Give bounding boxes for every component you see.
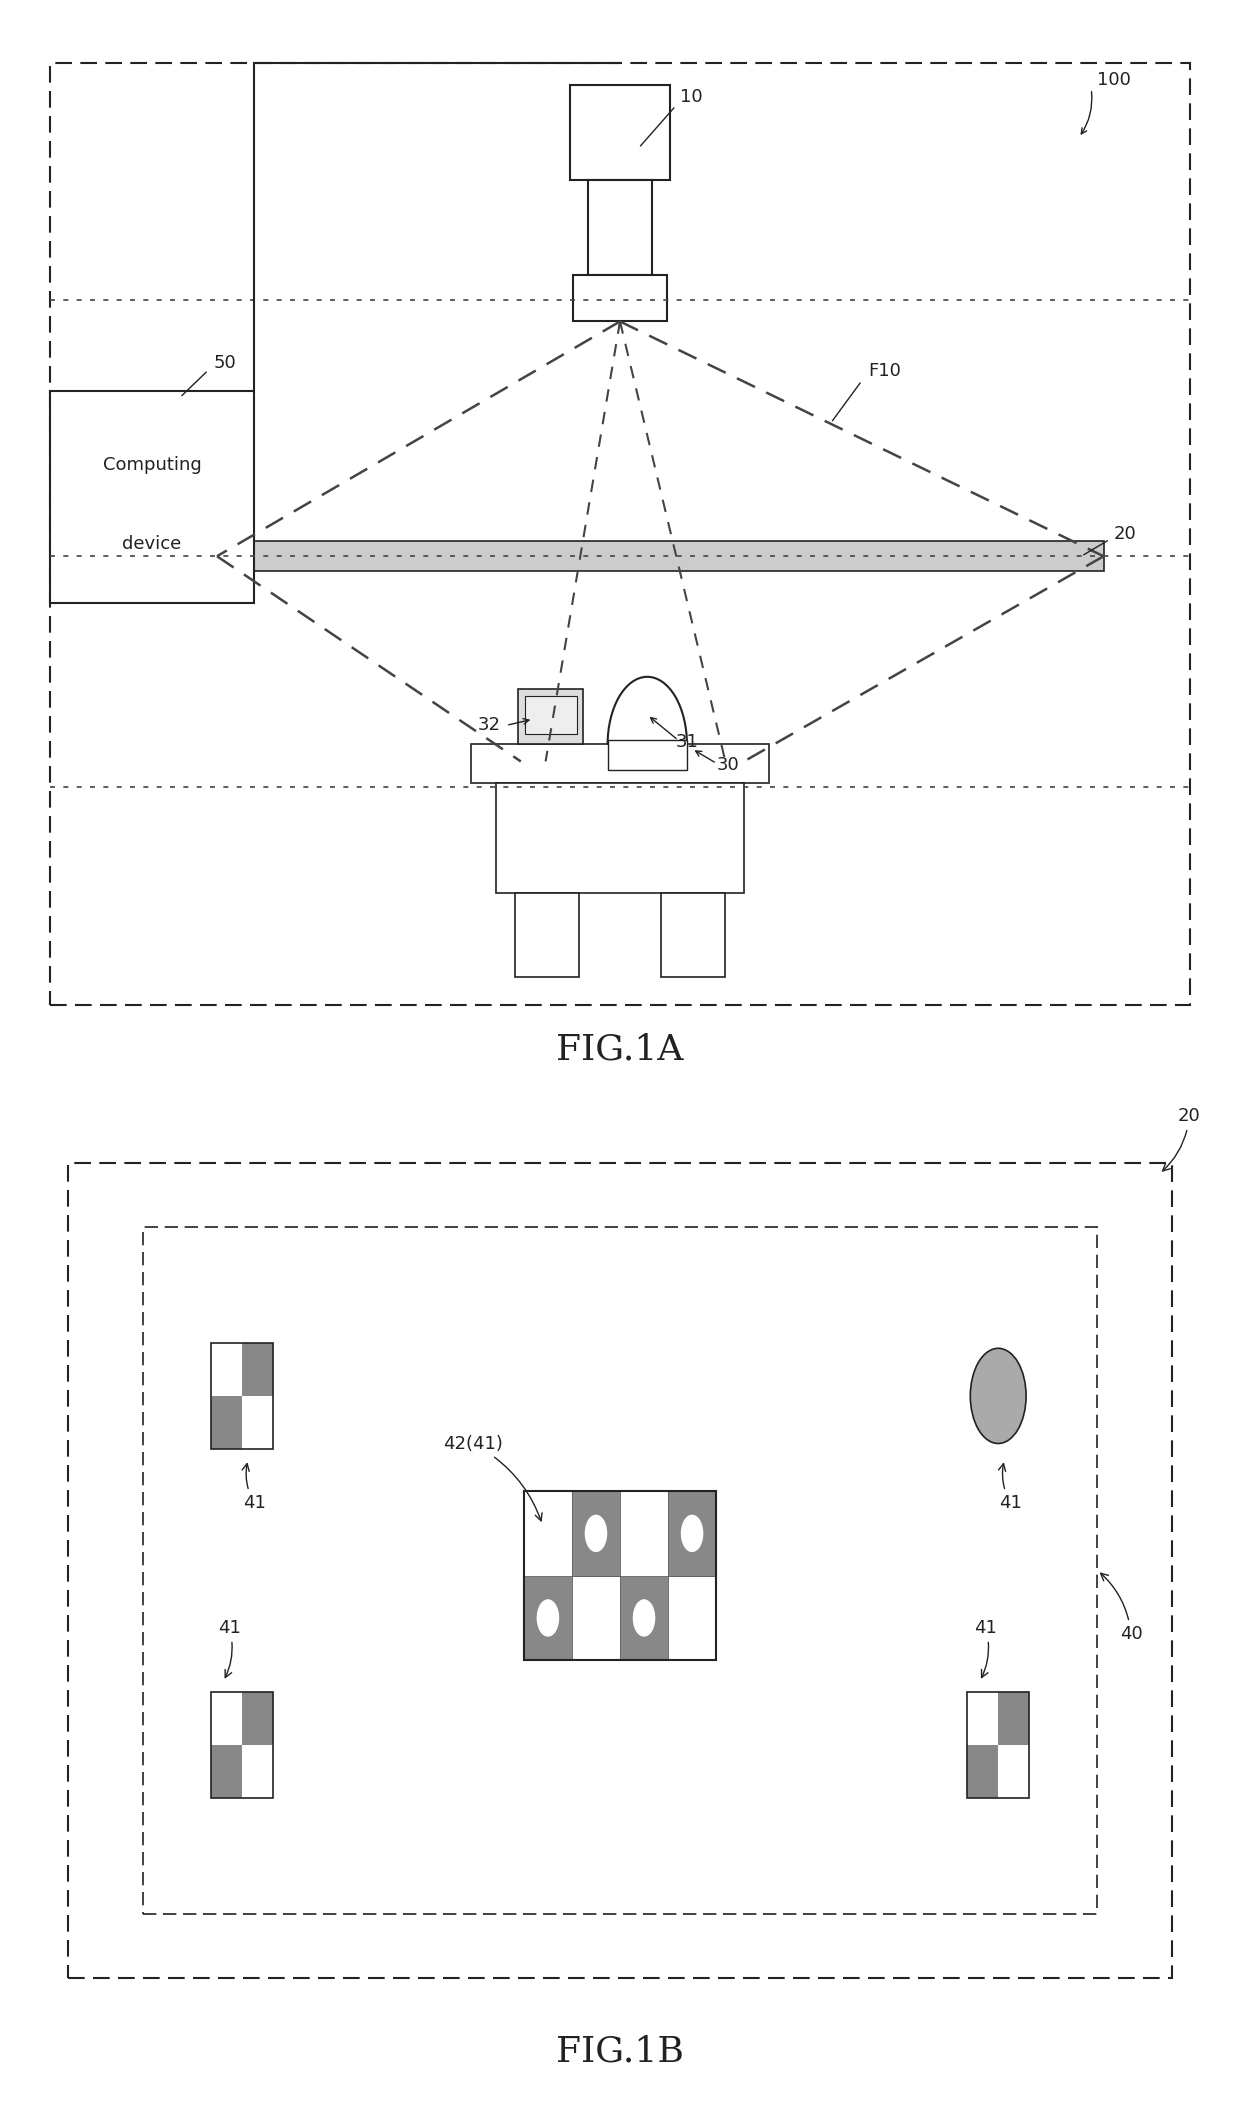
Bar [620, 1491, 668, 1576]
Bar [523, 1576, 572, 1660]
Text: device: device [123, 535, 181, 552]
Bar [496, 783, 744, 893]
Text: 50: 50 [213, 353, 236, 372]
Text: 41: 41 [998, 1464, 1022, 1512]
Bar [242, 1396, 273, 1449]
Bar [661, 893, 725, 977]
Bar [967, 1692, 998, 1745]
Bar [967, 1692, 1029, 1798]
Bar [998, 1745, 1029, 1798]
Text: 42(41): 42(41) [444, 1434, 542, 1521]
Bar [242, 1745, 273, 1798]
Bar [572, 1576, 620, 1660]
Bar [211, 1396, 242, 1449]
Bar [525, 696, 577, 734]
Bar [967, 1745, 998, 1798]
Text: 10: 10 [680, 87, 702, 106]
Text: 20: 20 [1114, 525, 1136, 544]
Bar [242, 1343, 273, 1396]
Text: Computing: Computing [103, 457, 201, 474]
Circle shape [682, 1514, 703, 1552]
Bar [608, 740, 687, 770]
Bar [471, 744, 769, 783]
Text: F10: F10 [868, 362, 901, 381]
Bar [211, 1692, 273, 1798]
Bar [68, 1163, 1172, 1978]
Text: 20: 20 [1163, 1106, 1200, 1172]
Bar [211, 1745, 242, 1798]
Bar [242, 1692, 273, 1745]
Text: FIG.1A: FIG.1A [557, 1032, 683, 1066]
Text: 41: 41 [975, 1618, 997, 1677]
Bar [211, 541, 1104, 571]
Bar [668, 1491, 715, 1576]
Text: 41: 41 [242, 1464, 265, 1512]
Bar [523, 1491, 717, 1660]
Bar [523, 1491, 572, 1576]
Bar [143, 1227, 1097, 1914]
Bar [668, 1576, 715, 1660]
Bar [50, 63, 1190, 1005]
Text: FIG.1B: FIG.1B [556, 2035, 684, 2068]
Bar [620, 1576, 668, 1660]
Circle shape [585, 1514, 606, 1552]
Bar [573, 275, 667, 321]
Text: 100: 100 [1097, 70, 1131, 89]
Bar [572, 1491, 620, 1576]
Circle shape [634, 1599, 655, 1637]
Text: 41: 41 [218, 1618, 241, 1677]
Circle shape [970, 1349, 1025, 1442]
Bar [588, 180, 652, 275]
Bar [570, 85, 670, 180]
Text: 31: 31 [676, 732, 698, 751]
Bar [211, 1692, 242, 1745]
Bar [50, 391, 254, 603]
Bar [515, 893, 579, 977]
Bar [998, 1692, 1029, 1745]
Bar [211, 1343, 242, 1396]
Text: 30: 30 [717, 755, 739, 774]
Text: 40: 40 [1101, 1574, 1142, 1643]
Text: 32: 32 [477, 715, 501, 734]
Circle shape [537, 1599, 558, 1637]
Bar [518, 689, 583, 744]
Bar [211, 1343, 273, 1449]
